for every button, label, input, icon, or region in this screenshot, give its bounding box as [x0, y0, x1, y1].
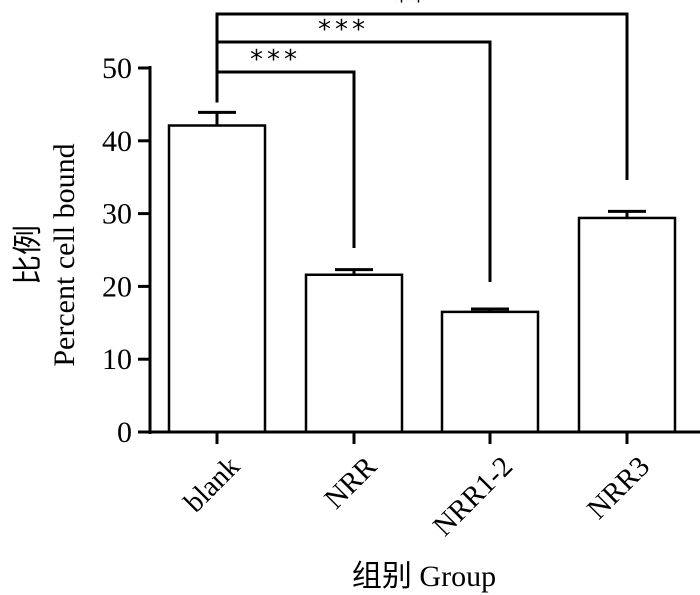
significance-brackets: ********	[215, 0, 629, 282]
y-axis-title: Percent cell bound	[48, 143, 81, 366]
bar	[440, 310, 540, 434]
bar	[577, 216, 677, 434]
y-tick-label: 20	[102, 270, 132, 303]
y-axis-title-cn: 比例	[12, 225, 45, 285]
significance-bracket	[215, 12, 629, 180]
y-tick-label: 30	[102, 198, 132, 231]
error-bars	[198, 110, 646, 312]
x-tick-label: NRR3	[581, 450, 656, 525]
bar	[167, 124, 267, 434]
significance-label: ***	[318, 15, 369, 45]
x-axis-title: 组别 Group	[352, 560, 496, 593]
y-tick-label: 10	[102, 343, 132, 376]
bar	[304, 273, 404, 434]
x-tick-label: blank	[178, 450, 247, 519]
y-tick-label: 0	[117, 416, 132, 449]
significance-label: ***	[250, 45, 301, 75]
x-tick-label: NRR	[318, 450, 383, 515]
y-tick-label: 50	[102, 52, 132, 85]
y-axis: 0 10 20 30 40 50	[102, 52, 152, 449]
x-tick-label: NRR1-2	[427, 450, 519, 542]
bars	[167, 124, 677, 434]
y-tick-label: 40	[102, 125, 132, 158]
significance-label: **	[395, 0, 429, 17]
x-axis: blank NRR NRR1-2 NRR3	[149, 430, 700, 543]
